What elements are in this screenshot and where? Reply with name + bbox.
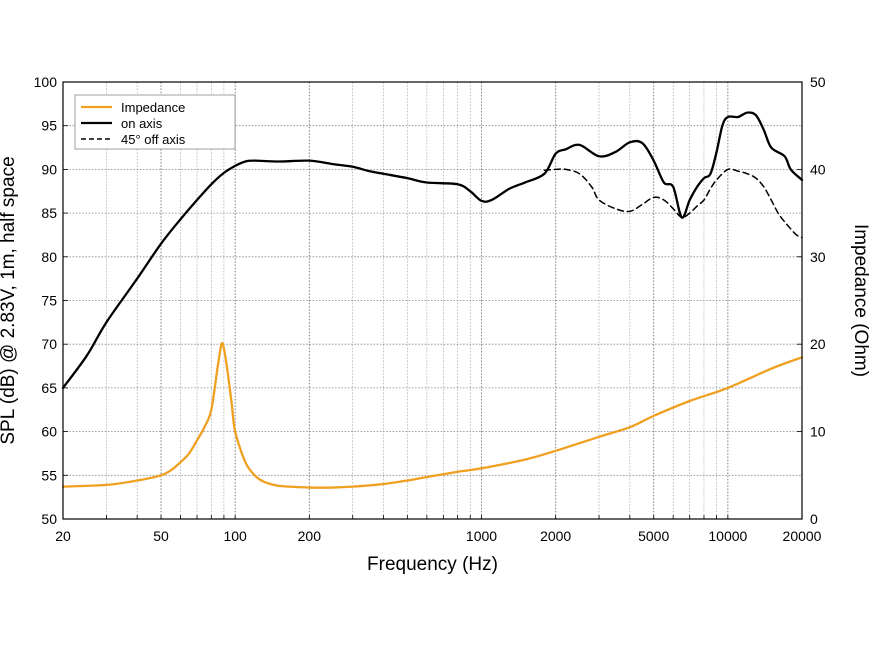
y-right-tick-label: 30 xyxy=(810,249,826,265)
y-axis-left-title: SPL (dB) @ 2.83V, 1m, half space xyxy=(0,156,19,444)
x-tick-label: 20 xyxy=(55,528,71,544)
y-left-tick-label: 90 xyxy=(41,161,57,177)
series-on-axis-line xyxy=(61,111,804,390)
x-tick-label: 2000 xyxy=(540,528,571,544)
y-left-tick-label: 65 xyxy=(41,380,57,396)
y-left-tick-label: 85 xyxy=(41,205,57,221)
y-left-tick-label: 50 xyxy=(41,511,57,527)
x-tick-label: 50 xyxy=(153,528,169,544)
x-axis-title: Frequency (Hz) xyxy=(367,554,498,575)
x-tick-label: 1000 xyxy=(466,528,497,544)
legend-label-on-axis: on axis xyxy=(121,116,163,131)
y-right-tick-label: 50 xyxy=(810,74,826,90)
x-tick-label: 100 xyxy=(223,528,247,544)
x-tick-label: 20000 xyxy=(783,528,822,544)
y-left-tick-label: 55 xyxy=(41,467,57,483)
series-layer xyxy=(61,111,804,489)
y-left-tick-label: 75 xyxy=(41,293,57,309)
x-tick-label: 200 xyxy=(298,528,322,544)
series-impedance-line xyxy=(61,341,804,489)
y-left-tick-label: 70 xyxy=(41,336,57,352)
y-left-tick-label: 100 xyxy=(34,74,58,90)
x-tick-label: 10000 xyxy=(708,528,747,544)
y-left-tick-label: 95 xyxy=(41,118,57,134)
y-right-tick-label: 40 xyxy=(810,161,826,177)
legend-label-impedance: Impedance xyxy=(121,100,185,115)
y-axis-right-title: Impedance (Ohm) xyxy=(850,224,869,377)
y-left-tick-label: 80 xyxy=(41,249,57,265)
legend: Impedance on axis 45° off axis xyxy=(74,94,236,150)
y-right-tick-label: 10 xyxy=(810,424,826,440)
y-right-tick-label: 0 xyxy=(810,511,818,527)
y-left-tick-label: 60 xyxy=(41,424,57,440)
y-right-tick-label: 20 xyxy=(810,336,826,352)
series-off-axis-line xyxy=(543,168,803,239)
x-tick-label: 5000 xyxy=(638,528,669,544)
legend-label-off-axis: 45° off axis xyxy=(121,132,186,147)
